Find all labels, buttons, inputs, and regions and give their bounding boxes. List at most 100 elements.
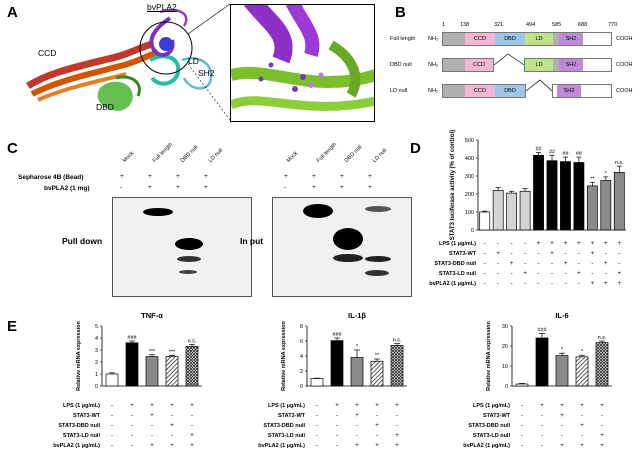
- significance-label: n.s.: [393, 338, 402, 344]
- treatment-sign: -: [191, 413, 193, 419]
- treatment-sign: -: [618, 261, 620, 267]
- y-tick-label: 0: [300, 384, 303, 390]
- treatment-sign: +: [395, 403, 399, 409]
- treatment-sign: -: [497, 241, 499, 247]
- treatment-sign: -: [131, 413, 133, 419]
- bar: [185, 346, 199, 387]
- ld-null-bar-left: CCD DBD: [442, 84, 526, 98]
- treatment-sign: -: [484, 251, 486, 257]
- treatment-label: STAT3-WT: [278, 413, 306, 419]
- bar: [105, 373, 119, 387]
- lane-mock-r: Mock: [285, 150, 300, 164]
- treatment-label: LPS (1 μg/mL): [473, 403, 510, 409]
- treatment-sign: +: [170, 443, 174, 449]
- bar: [330, 340, 344, 387]
- domain-schematic: 1 138 321 494 585 688 770 Full length NH…: [390, 22, 638, 112]
- y-tick-label: 500: [465, 138, 474, 144]
- domain-dbd: DBD: [495, 33, 525, 45]
- treatment-sign: -: [484, 271, 486, 277]
- significance-label: ##: [562, 151, 569, 157]
- treatment-sign: +: [580, 423, 584, 429]
- significance-label: *: [356, 344, 359, 350]
- significance-label: ##: [549, 149, 556, 155]
- treatment-sign: -: [111, 413, 113, 419]
- sign: +: [284, 173, 288, 180]
- treatment-sign: -: [561, 433, 563, 439]
- treatment-sign: -: [151, 423, 153, 429]
- treatment-sign: -: [605, 251, 607, 257]
- bar: [145, 356, 159, 387]
- treatment-sign: -: [524, 241, 526, 247]
- treatment-label: STAT3-DBD null: [434, 261, 476, 267]
- treatment-sign: +: [564, 241, 568, 247]
- treatment-sign: -: [564, 271, 566, 277]
- zoom-ribbon-illustration: [231, 5, 374, 111]
- treatment-sign: -: [336, 433, 338, 439]
- treatment-label: LPS (1 μg/mL): [268, 403, 305, 409]
- treatment-sign: +: [550, 251, 554, 257]
- chart-title: IL-6: [555, 311, 568, 320]
- ccd-label: CCD: [38, 48, 57, 58]
- dbd-null-sh2: SH2: [559, 59, 583, 71]
- sign: +: [340, 184, 344, 191]
- deletion-connector-2: [525, 79, 553, 92]
- domain-sh2: SH2: [559, 33, 583, 45]
- panel-d-label: D: [410, 140, 421, 157]
- treatment-sign: +: [580, 403, 584, 409]
- treatment-sign: -: [524, 261, 526, 267]
- treatment-sign: -: [336, 423, 338, 429]
- treatment-label: STAT3-DBD null: [263, 423, 305, 429]
- y-tick-label: 2: [95, 360, 98, 366]
- significance-label: **: [375, 353, 380, 359]
- y-tick-label: 100: [465, 210, 474, 216]
- treatment-sign: +: [600, 403, 604, 409]
- treatment-sign: -: [551, 271, 553, 277]
- bar: [479, 211, 491, 231]
- domain-ld: LD: [525, 33, 553, 45]
- treatment-sign: -: [601, 413, 603, 419]
- treatment-sign: +: [510, 261, 514, 267]
- significance-label: n.s.: [615, 160, 624, 166]
- sign: -: [120, 184, 123, 191]
- y-tick-label: 0: [505, 384, 508, 390]
- sign: +: [148, 184, 152, 191]
- significance-label: **: [590, 176, 595, 182]
- treatment-sign: -: [484, 261, 486, 267]
- dbd-null-bar-right: LD SH2: [524, 58, 612, 72]
- treatment-sign: +: [550, 241, 554, 247]
- ruler-688: 688: [578, 22, 588, 28]
- y-tick-label: 0: [471, 228, 474, 234]
- y-tick-label: 200: [465, 192, 474, 198]
- treatment-sign: -: [511, 241, 513, 247]
- full-length-bar: CCD DBD LD SH2: [442, 32, 612, 46]
- treatment-sign: -: [336, 443, 338, 449]
- treatment-sign: -: [524, 281, 526, 287]
- treatment-sign: -: [601, 423, 603, 429]
- dbd-null-bar-left: CCD: [442, 58, 494, 72]
- row-dbd-null-name: DBD null: [390, 62, 412, 68]
- bar: [586, 185, 598, 231]
- treatment-sign: -: [191, 423, 193, 429]
- treatment-label: STAT3-WT: [483, 413, 511, 419]
- treatment-sign: +: [560, 403, 564, 409]
- treatment-sign: -: [316, 443, 318, 449]
- treatment-sign: +: [375, 443, 379, 449]
- input-blot: [272, 197, 412, 297]
- sign: +: [176, 184, 180, 191]
- bar: [555, 355, 569, 387]
- treatment-sign: +: [190, 403, 194, 409]
- treatment-sign: -: [111, 423, 113, 429]
- treatment-sign: +: [355, 403, 359, 409]
- panel-a-label: A: [7, 4, 18, 21]
- treatment-sign: +: [560, 413, 564, 419]
- treatment-sign: -: [578, 261, 580, 267]
- treatment-sign: +: [395, 433, 399, 439]
- bar: [600, 180, 612, 231]
- y-tick-label: 20: [502, 344, 508, 350]
- treatment-sign: +: [537, 241, 541, 247]
- treatment-sign: -: [521, 433, 523, 439]
- bar: [595, 342, 609, 387]
- y-tick-label: 0: [95, 384, 98, 390]
- treatment-sign: +: [496, 251, 500, 257]
- y-tick-label: 30: [502, 324, 508, 330]
